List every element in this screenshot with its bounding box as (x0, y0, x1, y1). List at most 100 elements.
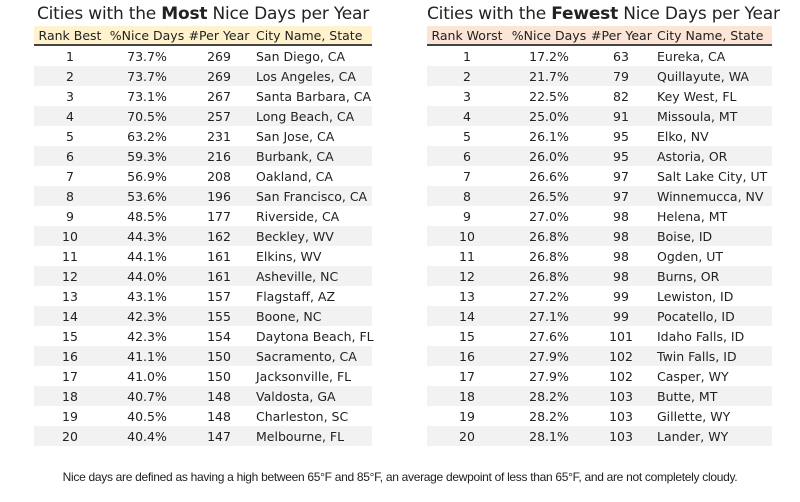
cell-percent: 21.7% (507, 66, 591, 86)
cell-per-year: 161 (207, 248, 231, 264)
cell-percent: 26.8% (507, 226, 591, 246)
table-row: 1 17.2% 63 Eureka, CA (427, 45, 772, 66)
table-row: 8 53.6% 196 San Francisco, CA (34, 186, 372, 206)
cell-rank: 9 (463, 208, 471, 224)
table-row: 4 25.0% 91 Missoula, MT (427, 106, 772, 126)
cell-percent: 44.1% (127, 248, 167, 264)
cell-city: Lander, WY (651, 426, 772, 446)
title-prefix: Cities with the (36, 4, 162, 24)
cell-city: Burns, OR (651, 266, 772, 286)
cell-per-year: 97 (613, 168, 629, 184)
column-header-percent: %Nice Days (507, 26, 591, 46)
cell-per-year: 63 (613, 48, 629, 64)
cell-city: Oakland, CA (256, 168, 333, 184)
cell-per-year: 95 (591, 146, 651, 166)
cell-per-year: 98 (591, 226, 651, 246)
cell-city: Idaho Falls, ID (657, 328, 745, 344)
table-row: 20 28.1% 103 Lander, WY (427, 426, 772, 446)
cell-rank: 4 (427, 106, 507, 126)
cell-percent: 40.5% (127, 408, 167, 424)
table-row: 7 56.9% 208 Oakland, CA (34, 166, 372, 186)
cell-city: Butte, MT (651, 386, 772, 406)
cell-per-year: 103 (609, 408, 633, 424)
cell-city: Key West, FL (657, 88, 737, 104)
cell-per-year: 98 (591, 266, 651, 286)
cell-per-year: 147 (188, 426, 250, 446)
cell-rank: 16 (34, 346, 106, 366)
cell-rank: 20 (427, 426, 507, 446)
column-header-rank: Rank Worst (427, 26, 507, 46)
table-row: 5 26.1% 95 Elko, NV (427, 126, 772, 146)
cell-rank: 19 (459, 408, 475, 424)
cell-per-year: 154 (207, 328, 231, 344)
most-nice-days-body: 1 73.7% 269 San Diego, CA 2 73.7% 269 Los Angel… (34, 45, 374, 446)
table-row: 14 42.3% 155 Boone, NC (34, 306, 372, 326)
cell-city: Salt Lake City, UT (657, 168, 768, 184)
table-row: 9 48.5% 177 Riverside, CA (34, 206, 372, 226)
table-row: 2 21.7% 79 Quillayute, WA (427, 66, 772, 86)
cell-city: Sacramento, CA (250, 346, 372, 366)
cell-percent: 28.1% (507, 426, 591, 446)
title-prefix: Cities with the (427, 4, 552, 24)
cell-city: Burbank, CA (250, 146, 372, 166)
cell-city: Flagstaff, AZ (256, 288, 336, 304)
cell-rank: 19 (62, 408, 78, 424)
table-row: 18 40.7% 148 Valdosta, GA (34, 386, 372, 406)
cell-rank: 14 (427, 306, 507, 326)
cell-rank: 9 (66, 208, 74, 224)
cell-percent: 28.2% (529, 408, 569, 424)
cell-percent: 27.9% (507, 346, 591, 366)
table-row: 7 26.6% 97 Salt Lake City, UT (427, 166, 772, 186)
table-row: 8 26.5% 97 Winnemucca, NV (427, 186, 772, 206)
table-row: 14 27.1% 99 Pocatello, ID (427, 306, 772, 326)
cell-rank: 7 (463, 168, 471, 184)
cell-rank: 3 (66, 88, 74, 104)
column-header-city: City Name, State (250, 26, 372, 46)
table-row: 2 73.7% 269 Los Angeles, CA (34, 66, 372, 86)
table-row: 10 44.3% 162 Beckley, WV (34, 226, 372, 246)
cell-city: Twin Falls, ID (651, 346, 772, 366)
cell-rank: 11 (62, 248, 78, 264)
cell-city: Charleston, SC (256, 408, 349, 424)
cell-city: Elko, NV (657, 128, 709, 144)
cell-per-year: 97 (591, 186, 651, 206)
cell-percent: 73.1% (127, 88, 167, 104)
most-nice-days-panel: Cities with the Most Nice Days per Year … (34, 0, 374, 446)
cell-city: Long Beach, CA (250, 106, 372, 126)
cell-city: Daytona Beach, FL (256, 328, 374, 344)
cell-percent: 44.0% (106, 266, 188, 286)
table-row: 11 44.1% 161 Elkins, WV (34, 246, 372, 266)
column-header-per-year: #Per Year (591, 26, 652, 46)
cell-per-year: 103 (591, 386, 651, 406)
cell-per-year: 267 (207, 88, 231, 104)
cell-percent: 41.1% (106, 346, 188, 366)
cell-rank: 18 (427, 386, 507, 406)
cell-city: Asheville, NC (250, 266, 372, 286)
cell-city: Boise, ID (651, 226, 772, 246)
fewest-nice-days-body: 1 17.2% 63 Eureka, CA 2 21.7% 79 Quillayute, WA… (427, 45, 772, 446)
cell-city: Riverside, CA (256, 208, 340, 224)
cell-percent: 27.6% (529, 328, 569, 344)
cell-percent: 27.0% (529, 208, 569, 224)
cell-per-year: 216 (188, 146, 250, 166)
cell-percent: 41.0% (127, 368, 167, 384)
cell-percent: 26.1% (529, 128, 569, 144)
cell-rank: 1 (66, 48, 74, 64)
cell-city: Gillette, WY (657, 408, 731, 424)
cell-rank: 10 (427, 226, 507, 246)
cell-rank: 20 (34, 426, 106, 446)
cell-city: San Jose, CA (256, 128, 335, 144)
cell-per-year: 155 (188, 306, 250, 326)
cell-city: Helena, MT (657, 208, 728, 224)
cell-city: Los Angeles, CA (250, 66, 372, 86)
cell-city: Boone, NC (250, 306, 372, 326)
most-nice-days-title: Cities with the Most Nice Days per Year (34, 0, 372, 26)
cell-city: Missoula, MT (651, 106, 772, 126)
cell-rank: 10 (34, 226, 106, 246)
cell-city: Elkins, WV (256, 248, 322, 264)
table-row: 4 70.5% 257 Long Beach, CA (34, 106, 372, 126)
cell-rank: 18 (34, 386, 106, 406)
cell-city: Astoria, OR (651, 146, 772, 166)
cell-rank: 12 (34, 266, 106, 286)
cell-rank: 8 (34, 186, 106, 206)
